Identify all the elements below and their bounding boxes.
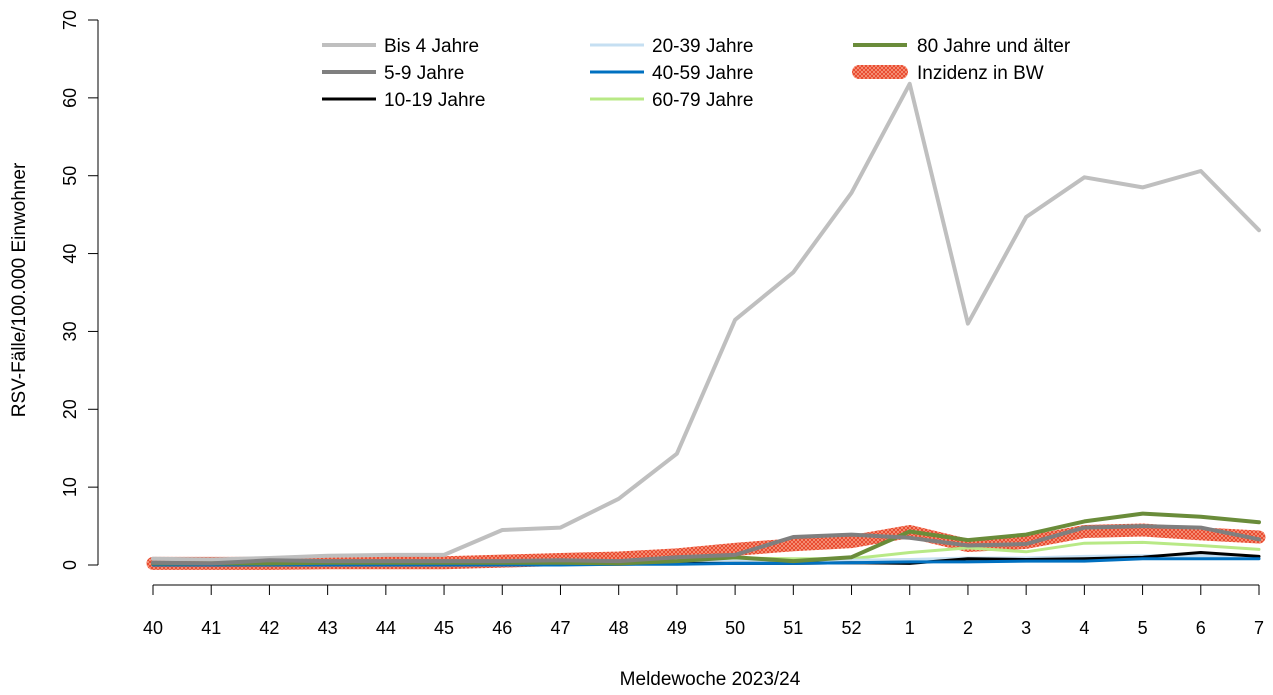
legend-label: Inzidenz in BW [917, 63, 1044, 84]
x-tick-label: 48 [609, 618, 629, 638]
series-line-bis-4-jahre [151, 81, 1261, 562]
series-line-5-9-jahre [151, 524, 1261, 566]
x-tick-label: 5 [1138, 618, 1148, 638]
y-tick-label: 40 [60, 244, 80, 264]
legend-label: 10-19 Jahre [384, 90, 485, 111]
x-tick-label: 40 [143, 618, 163, 638]
legend: Bis 4 Jahre 5-9 Jahre 10-19 Jahre 20-39 Jah… [322, 36, 1071, 111]
legend-label: 20-39 Jahre [652, 36, 753, 57]
y-axis-title: RSV-Fälle/100.000 Einwohner [9, 162, 30, 417]
x-tick-label: 1 [905, 618, 915, 638]
x-tick-label: 3 [1021, 618, 1031, 638]
legend-label: 40-59 Jahre [652, 63, 753, 84]
x-tick-label: 7 [1254, 618, 1264, 638]
x-tick-label: 50 [725, 618, 745, 638]
x-tick-label: 52 [842, 618, 862, 638]
x-axis-title: Meldewoche 2023/24 [620, 669, 801, 690]
y-tick-label: 50 [60, 166, 80, 186]
y-tick-label: 20 [60, 399, 80, 419]
y-tick-label: 10 [60, 477, 80, 497]
y-tick-label: 0 [60, 560, 80, 570]
y-tick-label: 70 [60, 10, 80, 30]
legend-label: 80 Jahre und älter [917, 36, 1071, 57]
series-lines [146, 81, 1266, 570]
legend-label: Bis 4 Jahre [384, 36, 479, 57]
x-tick-label: 45 [434, 618, 454, 638]
x-tick-label: 49 [667, 618, 687, 638]
x-tick-label: 4 [1079, 618, 1089, 638]
x-tick-label: 44 [376, 618, 396, 638]
x-tick-label: 2 [963, 618, 973, 638]
x-tick-label: 41 [201, 618, 221, 638]
x-tick-label: 47 [550, 618, 570, 638]
y-tick-label: 30 [60, 321, 80, 341]
x-tick-label: 51 [783, 618, 803, 638]
y-tick-label: 60 [60, 88, 80, 108]
legend-label: 60-79 Jahre [652, 90, 753, 111]
series-line-40-59-jahre [151, 557, 1261, 567]
axes: 40 41 42 43 44 45 46 47 48 49 50 51 52 1 2 3 4 5 6 70102030… [60, 10, 1264, 638]
x-tick-label: 6 [1196, 618, 1206, 638]
x-tick-label: 46 [492, 618, 512, 638]
x-tick-label: 43 [318, 618, 338, 638]
x-tick-label: 42 [259, 618, 279, 638]
legend-label: 5-9 Jahre [384, 63, 464, 84]
